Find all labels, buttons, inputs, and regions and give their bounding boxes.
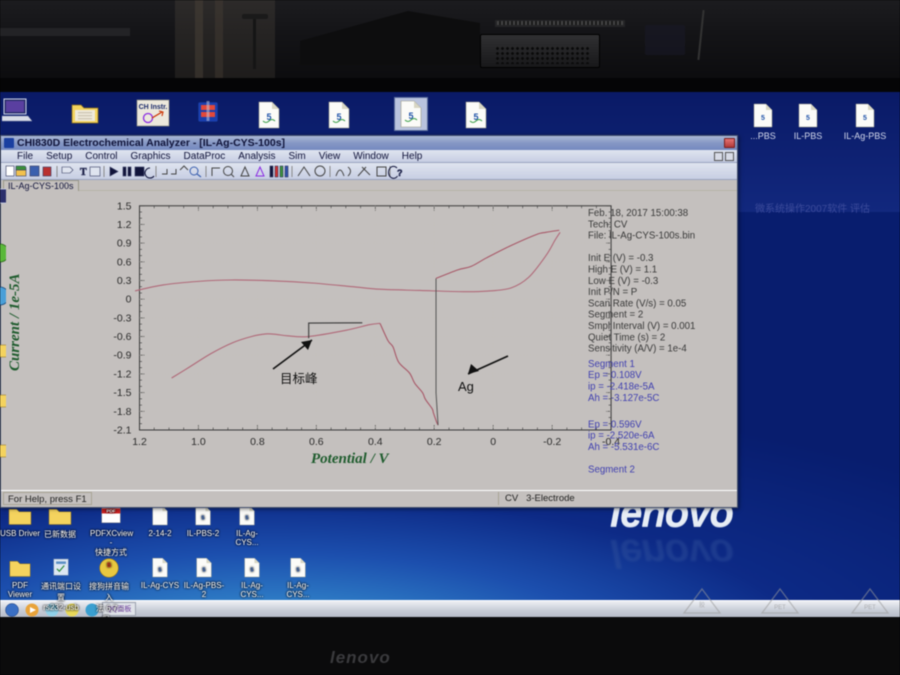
svg-text:-0.6: -0.6 xyxy=(113,331,131,343)
svg-text:0.8: 0.8 xyxy=(250,436,265,448)
svg-text:Init P/N = P: Init P/N = P xyxy=(588,287,637,298)
svg-text:1.2: 1.2 xyxy=(117,219,132,231)
svg-text:Smpl Interval (V) = 0.001: Smpl Interval (V) = 0.001 xyxy=(588,321,695,332)
svg-text:0.6: 0.6 xyxy=(309,436,324,448)
svg-text:Quiet Time (s) = 2: Quiet Time (s) = 2 xyxy=(588,332,665,343)
svg-text:Ep = 0.108V: Ep = 0.108V xyxy=(588,370,642,381)
svg-text:Segment = 2: Segment = 2 xyxy=(588,310,643,321)
svg-text:0.3: 0.3 xyxy=(117,275,132,287)
svg-text:0: 0 xyxy=(126,294,132,306)
svg-text:5: 5 xyxy=(806,115,810,122)
svg-text:Current / 1e-5A: Current / 1e-5A xyxy=(7,273,23,371)
svg-text:-2.1: -2.1 xyxy=(113,425,131,437)
svg-text:5: 5 xyxy=(761,115,765,122)
svg-text:-1.8: -1.8 xyxy=(113,406,131,418)
svg-text:Segment 2: Segment 2 xyxy=(588,465,635,476)
svg-text:Segment 1: Segment 1 xyxy=(588,359,635,370)
svg-text:?: ? xyxy=(397,168,403,178)
svg-text:ip = -2.418e-5A: ip = -2.418e-5A xyxy=(588,382,655,393)
svg-text:Sensitivity (A/V) = 1e-4: Sensitivity (A/V) = 1e-4 xyxy=(588,344,687,355)
svg-text:Ah = -5.531e-6C: Ah = -5.531e-6C xyxy=(588,442,659,453)
svg-text:Low E (V) = -0.3: Low E (V) = -0.3 xyxy=(588,276,658,287)
svg-text:Ep = 0.596V: Ep = 0.596V xyxy=(588,419,642,430)
svg-text:Feb. 18, 2017 15:00:38: Feb. 18, 2017 15:00:38 xyxy=(588,208,688,219)
svg-text:0.9: 0.9 xyxy=(117,238,132,250)
svg-text:ip = -2.520e-6A: ip = -2.520e-6A xyxy=(588,431,655,442)
svg-text:S: S xyxy=(107,562,112,569)
svg-text:Potential / V: Potential / V xyxy=(311,451,391,467)
svg-text:0: 0 xyxy=(490,436,496,448)
svg-text:CH Instr.: CH Instr. xyxy=(139,104,168,111)
svg-text:Ag: Ag xyxy=(458,379,474,394)
svg-text:T: T xyxy=(80,167,87,178)
svg-text:Ah = -3.127e-5C: Ah = -3.127e-5C xyxy=(588,393,659,404)
svg-text:-0.2: -0.2 xyxy=(543,436,561,448)
svg-text:1.5: 1.5 xyxy=(117,200,132,212)
svg-text:High E (V) = 1.1: High E (V) = 1.1 xyxy=(588,265,657,276)
svg-text:Init E (V) = -0.3: Init E (V) = -0.3 xyxy=(588,253,653,264)
svg-text:Scan Rate (V/s) = 0.05: Scan Rate (V/s) = 0.05 xyxy=(588,298,686,309)
svg-text:-1.2: -1.2 xyxy=(113,368,131,380)
svg-text:5: 5 xyxy=(863,115,867,122)
svg-text:Tech: CV: Tech: CV xyxy=(588,219,628,230)
svg-text:0.2: 0.2 xyxy=(427,436,442,448)
svg-text:目标峰: 目标峰 xyxy=(280,372,318,386)
svg-text:1.2: 1.2 xyxy=(132,436,147,448)
svg-text:-0.9: -0.9 xyxy=(113,350,131,362)
svg-text:File: IL-Ag-CYS-100s.bin: File: IL-Ag-CYS-100s.bin xyxy=(588,231,695,242)
svg-text:0.6: 0.6 xyxy=(117,256,132,268)
svg-text:-0.3: -0.3 xyxy=(113,312,131,324)
svg-text:1.0: 1.0 xyxy=(191,436,206,448)
svg-text:0.4: 0.4 xyxy=(368,436,383,448)
svg-text:PDF: PDF xyxy=(106,509,115,514)
svg-text:-1.5: -1.5 xyxy=(113,387,131,399)
